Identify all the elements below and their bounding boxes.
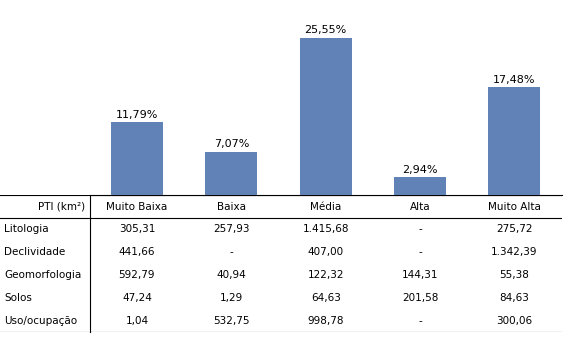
Text: 998,78: 998,78	[307, 316, 344, 326]
Text: 84,63: 84,63	[500, 293, 529, 303]
Text: 64,63: 64,63	[311, 293, 340, 303]
Text: 2,94%: 2,94%	[402, 164, 438, 175]
Text: Muito Alta: Muito Alta	[488, 202, 541, 212]
Text: 275,72: 275,72	[496, 224, 533, 235]
Text: Muito Baixa: Muito Baixa	[107, 202, 167, 212]
Text: Uso/ocupação: Uso/ocupação	[5, 316, 78, 326]
Text: 1.415,68: 1.415,68	[302, 224, 349, 235]
Text: 17,48%: 17,48%	[493, 75, 536, 85]
Text: Alta: Alta	[410, 202, 430, 212]
Text: 300,06: 300,06	[496, 316, 533, 326]
Text: 592,79: 592,79	[119, 270, 155, 280]
Text: -: -	[229, 247, 233, 257]
Text: Baixa: Baixa	[217, 202, 246, 212]
Text: 1.342,39: 1.342,39	[491, 247, 538, 257]
Text: 257,93: 257,93	[213, 224, 250, 235]
Text: 7,07%: 7,07%	[214, 139, 249, 149]
Text: -: -	[418, 316, 422, 326]
Text: Solos: Solos	[5, 293, 32, 303]
Text: 1,29: 1,29	[219, 293, 243, 303]
Text: 532,75: 532,75	[213, 316, 250, 326]
Text: Geomorfologia: Geomorfologia	[5, 270, 82, 280]
Text: Litologia: Litologia	[5, 224, 49, 235]
Bar	[300, 38, 351, 195]
Bar	[206, 152, 257, 195]
Text: 40,94: 40,94	[217, 270, 246, 280]
Text: Declividade: Declividade	[5, 247, 66, 257]
Text: Média: Média	[310, 202, 341, 212]
Text: 1,04: 1,04	[126, 316, 148, 326]
Text: -: -	[418, 224, 422, 235]
Text: 305,31: 305,31	[119, 224, 155, 235]
Text: 47,24: 47,24	[122, 293, 152, 303]
Bar	[111, 122, 163, 195]
Text: 441,66: 441,66	[119, 247, 155, 257]
Text: 407,00: 407,00	[307, 247, 344, 257]
Text: 25,55%: 25,55%	[305, 25, 347, 35]
Text: -: -	[418, 247, 422, 257]
Bar	[394, 177, 446, 195]
Text: 201,58: 201,58	[402, 293, 438, 303]
Text: 144,31: 144,31	[402, 270, 438, 280]
Text: PTI (km²): PTI (km²)	[38, 202, 85, 212]
Bar	[489, 87, 540, 195]
Text: 11,79%: 11,79%	[116, 110, 158, 120]
Text: 122,32: 122,32	[307, 270, 344, 280]
Text: 55,38: 55,38	[500, 270, 529, 280]
